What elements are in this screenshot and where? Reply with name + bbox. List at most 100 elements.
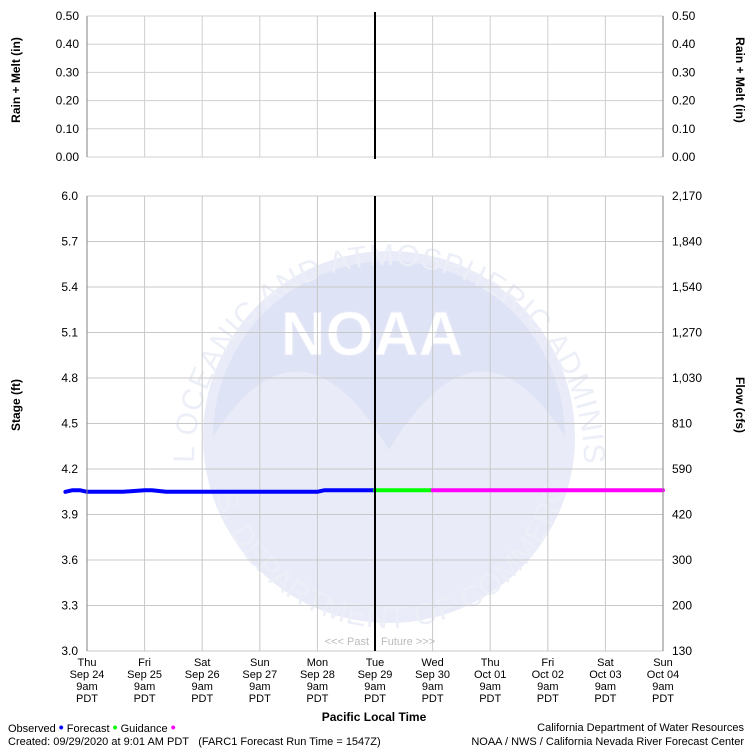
x-tick-label: Sep 24: [70, 669, 105, 681]
x-tick-label: PDT: [422, 693, 444, 705]
series-observed-line: [63, 488, 377, 494]
top-ytick-left: 0.50: [56, 9, 80, 23]
x-tick-label: PDT: [306, 693, 328, 705]
x-tick-label: 9am: [134, 681, 155, 693]
flow-ytick: 590: [672, 462, 692, 476]
flow-ytick: 130: [672, 644, 692, 658]
x-tick-label: Sep 30: [415, 669, 450, 681]
plot-frames: [86, 12, 664, 651]
x-tick-label: Thu: [481, 657, 500, 669]
x-tick-label: Fri: [138, 657, 151, 669]
top-right-ylabel: Rain + Melt (in): [733, 37, 747, 123]
flow-ytick: 1,840: [672, 235, 702, 249]
top-left-ylabel: Rain + Melt (in): [9, 37, 23, 123]
x-tick-label: 9am: [537, 681, 558, 693]
legend-guidance-label: Guidance: [120, 723, 168, 735]
x-tick-label: Sep 26: [185, 669, 220, 681]
top-ytick-left: 0.40: [56, 37, 80, 51]
x-tick-label: 9am: [422, 681, 443, 693]
legend-observed-label: Observed: [8, 723, 56, 735]
stage-ytick: 5.1: [61, 326, 78, 340]
x-tick-label: PDT: [134, 693, 156, 705]
stage-ytick: 5.4: [61, 280, 78, 294]
x-tick-label: 9am: [652, 681, 673, 693]
top-ytick-right: 0.00: [672, 150, 696, 164]
x-tick-label: Thu: [78, 657, 97, 669]
top-ytick-right: 0.20: [672, 94, 696, 108]
x-tick-label: Sat: [194, 657, 211, 669]
series-layer: [63, 488, 665, 494]
top-ytick-left: 0.10: [56, 122, 80, 136]
flow-ytick: 810: [672, 417, 692, 431]
stage-ytick: 4.5: [61, 417, 78, 431]
x-tick-label: PDT: [191, 693, 213, 705]
x-tick-label: Oct 03: [589, 669, 621, 681]
legend-observed-dot: •: [58, 719, 64, 735]
x-tick-label: Sun: [653, 657, 673, 669]
x-tick-label: Wed: [421, 657, 443, 669]
stage-ytick: 3.0: [61, 644, 78, 658]
x-tick-label: Sun: [250, 657, 270, 669]
created-note: Created: 09/29/2020 at 9:01 AM PDT (FARC…: [8, 736, 381, 748]
x-tick-label: PDT: [652, 693, 674, 705]
x-tick-label: Sep 27: [242, 669, 277, 681]
credit-nws: NOAA / NWS / California Nevada River For…: [471, 736, 744, 748]
x-tick-label: 9am: [191, 681, 212, 693]
top-ytick-right: 0.50: [672, 9, 696, 23]
stage-ytick: 4.2: [61, 462, 78, 476]
stage-ytick: 3.3: [61, 599, 78, 613]
x-tick-label: PDT: [76, 693, 98, 705]
top-ytick-right: 0.40: [672, 37, 696, 51]
x-tick-label: Oct 02: [532, 669, 564, 681]
credit-dwr: California Department of Water Resources: [537, 722, 744, 734]
flow-ytick: 1,540: [672, 280, 702, 294]
x-tick-label: Tue: [366, 657, 385, 669]
legend-forecast-dot: •: [112, 719, 118, 735]
flow-ytick: 1,030: [672, 371, 702, 385]
forecast-run-time: (FARC1 Forecast Run Time = 1547Z): [198, 736, 381, 748]
top-ytick-left: 0.30: [56, 65, 80, 79]
x-tick-label: Fri: [541, 657, 554, 669]
stage-ytick: 5.7: [61, 235, 78, 249]
stage-ytick: 4.8: [61, 371, 78, 385]
top-ytick-left: 0.00: [56, 150, 80, 164]
legend-forecast-label: Forecast: [66, 723, 110, 735]
x-tick-label: PDT: [479, 693, 501, 705]
top-ytick-left: 0.20: [56, 94, 80, 108]
stage-ytick: 3.9: [61, 508, 78, 522]
x-tick-label: Oct 04: [647, 669, 679, 681]
x-tick-label: Sep 25: [127, 669, 162, 681]
flow-ylabel: Flow (cfs): [733, 377, 747, 433]
x-tick-label: Mon: [307, 657, 328, 669]
x-tick-label: PDT: [537, 693, 559, 705]
x-tick-label: PDT: [364, 693, 386, 705]
x-tick-label: 9am: [76, 681, 97, 693]
future-label: Future >>>: [381, 636, 435, 648]
x-tick-label: PDT: [594, 693, 616, 705]
top-ytick-right: 0.30: [672, 65, 696, 79]
x-tick-label: 9am: [595, 681, 616, 693]
x-tick-label: Sat: [597, 657, 614, 669]
stage-ylabel: Stage (ft): [9, 379, 23, 431]
flow-ytick: 420: [672, 508, 692, 522]
tick-labels: 0.50 0.50 0.40 0.40 0.30 0.30 0.20 0.20 0.10 0.10…: [56, 9, 703, 705]
past-label: <<< Past: [325, 636, 369, 648]
x-tick-label: Sep 28: [300, 669, 335, 681]
noaa-watermark: NOAA NATIONAL OCEANIC AND ATMOSPHERIC AD…: [0, 0, 609, 635]
top-ytick-right: 0.10: [672, 122, 696, 136]
x-tick-label: 9am: [249, 681, 270, 693]
legend: Observed • Forecast • Guidance •: [8, 719, 176, 735]
legend-guidance-dot: •: [170, 719, 176, 735]
x-axis-title: Pacific Local Time: [322, 710, 427, 724]
flow-ytick: 200: [672, 599, 692, 613]
created-timestamp: Created: 09/29/2020 at 9:01 AM PDT: [8, 736, 190, 748]
stage-ytick: 6.0: [61, 189, 78, 203]
stage-ytick: 3.6: [61, 553, 78, 567]
flow-ytick: 300: [672, 553, 692, 567]
flow-ytick: 2,170: [672, 189, 702, 203]
noaa-logo-text: NOAA: [281, 300, 464, 369]
flow-ytick: 1,270: [672, 326, 702, 340]
x-tick-label: 9am: [364, 681, 385, 693]
x-tick-label: 9am: [307, 681, 328, 693]
